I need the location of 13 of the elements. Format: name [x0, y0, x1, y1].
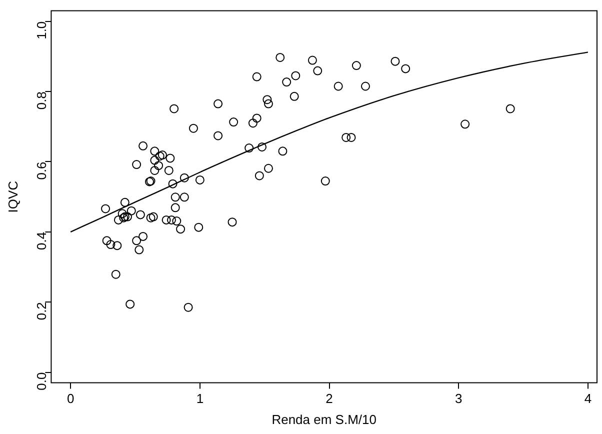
- y-tick-label: 0.0: [34, 372, 49, 390]
- y-tick-label: 0.4: [34, 232, 49, 250]
- y-tick-label: 0.2: [34, 302, 49, 320]
- y-tick-label: 0.6: [34, 162, 49, 180]
- x-tick-label: 4: [584, 391, 592, 406]
- x-axis-title: Renda em S.M/10: [272, 412, 376, 427]
- y-tick-label: 0.8: [34, 92, 49, 110]
- x-tick-label: 2: [326, 391, 333, 406]
- x-tick-label: 1: [196, 391, 204, 406]
- y-tick-label: 1.0: [34, 21, 49, 40]
- y-axis-title: IQVC: [5, 180, 20, 213]
- x-tick-label: 3: [454, 391, 462, 406]
- x-tick-label: 0: [66, 391, 74, 406]
